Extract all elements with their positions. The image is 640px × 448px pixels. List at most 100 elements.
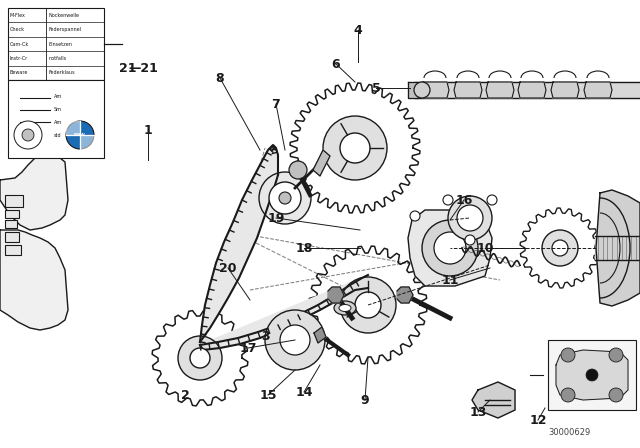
Circle shape (465, 235, 475, 245)
Polygon shape (556, 350, 628, 400)
Circle shape (178, 336, 222, 380)
Circle shape (265, 310, 325, 370)
Circle shape (190, 348, 210, 368)
Bar (5, 195, 23, 207)
Circle shape (22, 129, 34, 141)
Polygon shape (421, 82, 449, 98)
Circle shape (259, 172, 311, 224)
Polygon shape (584, 82, 612, 98)
Polygon shape (328, 287, 344, 303)
Circle shape (480, 211, 490, 221)
Polygon shape (200, 145, 278, 342)
Text: Federspannel: Federspannel (49, 27, 81, 32)
Polygon shape (551, 82, 579, 98)
Circle shape (609, 388, 623, 402)
Text: 5: 5 (372, 82, 380, 95)
Text: 6: 6 (332, 57, 340, 70)
Polygon shape (408, 210, 492, 286)
Circle shape (561, 348, 575, 362)
Bar (548, 340, 636, 410)
Circle shape (279, 192, 291, 204)
Circle shape (487, 195, 497, 205)
Circle shape (586, 369, 598, 381)
Polygon shape (0, 230, 68, 330)
Bar (5, 220, 17, 228)
Bar (5, 245, 21, 255)
Text: M-Flex: M-Flex (10, 13, 26, 18)
Text: notfalls: notfalls (49, 56, 67, 61)
Polygon shape (454, 82, 482, 98)
Text: 15: 15 (259, 388, 276, 401)
Circle shape (552, 240, 568, 256)
Text: Am: Am (54, 120, 62, 125)
Circle shape (434, 232, 466, 264)
Bar (5, 232, 19, 242)
Polygon shape (290, 83, 420, 213)
Text: 7: 7 (271, 98, 280, 111)
Polygon shape (313, 150, 330, 176)
Polygon shape (596, 190, 640, 306)
Polygon shape (314, 327, 326, 343)
Text: 30000629: 30000629 (548, 427, 590, 436)
Text: Nockenwelle: Nockenwelle (49, 13, 79, 18)
Circle shape (289, 161, 307, 179)
Text: 8: 8 (216, 72, 224, 85)
Circle shape (66, 121, 94, 149)
Circle shape (448, 196, 492, 240)
Text: Check: Check (10, 27, 25, 32)
Circle shape (340, 277, 396, 333)
Polygon shape (66, 121, 80, 135)
Polygon shape (520, 208, 600, 288)
Text: 12: 12 (529, 414, 547, 426)
Bar (5, 210, 19, 218)
Text: Am: Am (54, 94, 62, 99)
Text: 20: 20 (220, 262, 237, 275)
Circle shape (414, 82, 430, 98)
Text: 16: 16 (455, 194, 473, 207)
Polygon shape (80, 135, 94, 149)
Circle shape (323, 116, 387, 180)
Polygon shape (152, 310, 248, 406)
Text: 1: 1 (143, 124, 152, 137)
Circle shape (457, 205, 483, 231)
Polygon shape (200, 275, 368, 350)
Circle shape (410, 211, 420, 221)
Polygon shape (408, 82, 418, 98)
Polygon shape (397, 287, 413, 303)
Text: 13: 13 (469, 405, 486, 418)
Polygon shape (309, 246, 427, 364)
Circle shape (340, 133, 370, 163)
Text: 18: 18 (295, 241, 313, 254)
Text: —21: —21 (128, 61, 158, 74)
Polygon shape (472, 382, 515, 418)
Polygon shape (486, 82, 514, 98)
Text: 19: 19 (268, 211, 285, 224)
Circle shape (269, 182, 301, 214)
Text: 14: 14 (295, 385, 313, 399)
Text: Cam-Ck: Cam-Ck (10, 42, 29, 47)
Text: 10: 10 (476, 241, 493, 254)
Text: 11: 11 (441, 273, 459, 287)
Text: BMW: BMW (74, 133, 86, 137)
Text: 3: 3 (262, 329, 270, 343)
Text: Federklaus: Federklaus (49, 70, 75, 75)
Circle shape (561, 388, 575, 402)
Polygon shape (0, 148, 68, 230)
Circle shape (355, 292, 381, 318)
Text: 17: 17 (239, 341, 257, 354)
Text: Sm: Sm (54, 107, 62, 112)
Text: Beware: Beware (10, 70, 28, 75)
Ellipse shape (339, 305, 351, 311)
Text: 2: 2 (180, 388, 189, 401)
Polygon shape (518, 82, 546, 98)
Bar (8, 80, 104, 158)
Circle shape (443, 195, 453, 205)
Text: 9: 9 (361, 393, 369, 406)
Circle shape (542, 230, 578, 266)
Circle shape (422, 220, 478, 276)
Text: 21: 21 (119, 61, 137, 74)
Bar (8, 8, 104, 80)
Text: std: std (54, 133, 61, 138)
Ellipse shape (334, 301, 356, 315)
Text: Einsetzen: Einsetzen (49, 42, 72, 47)
